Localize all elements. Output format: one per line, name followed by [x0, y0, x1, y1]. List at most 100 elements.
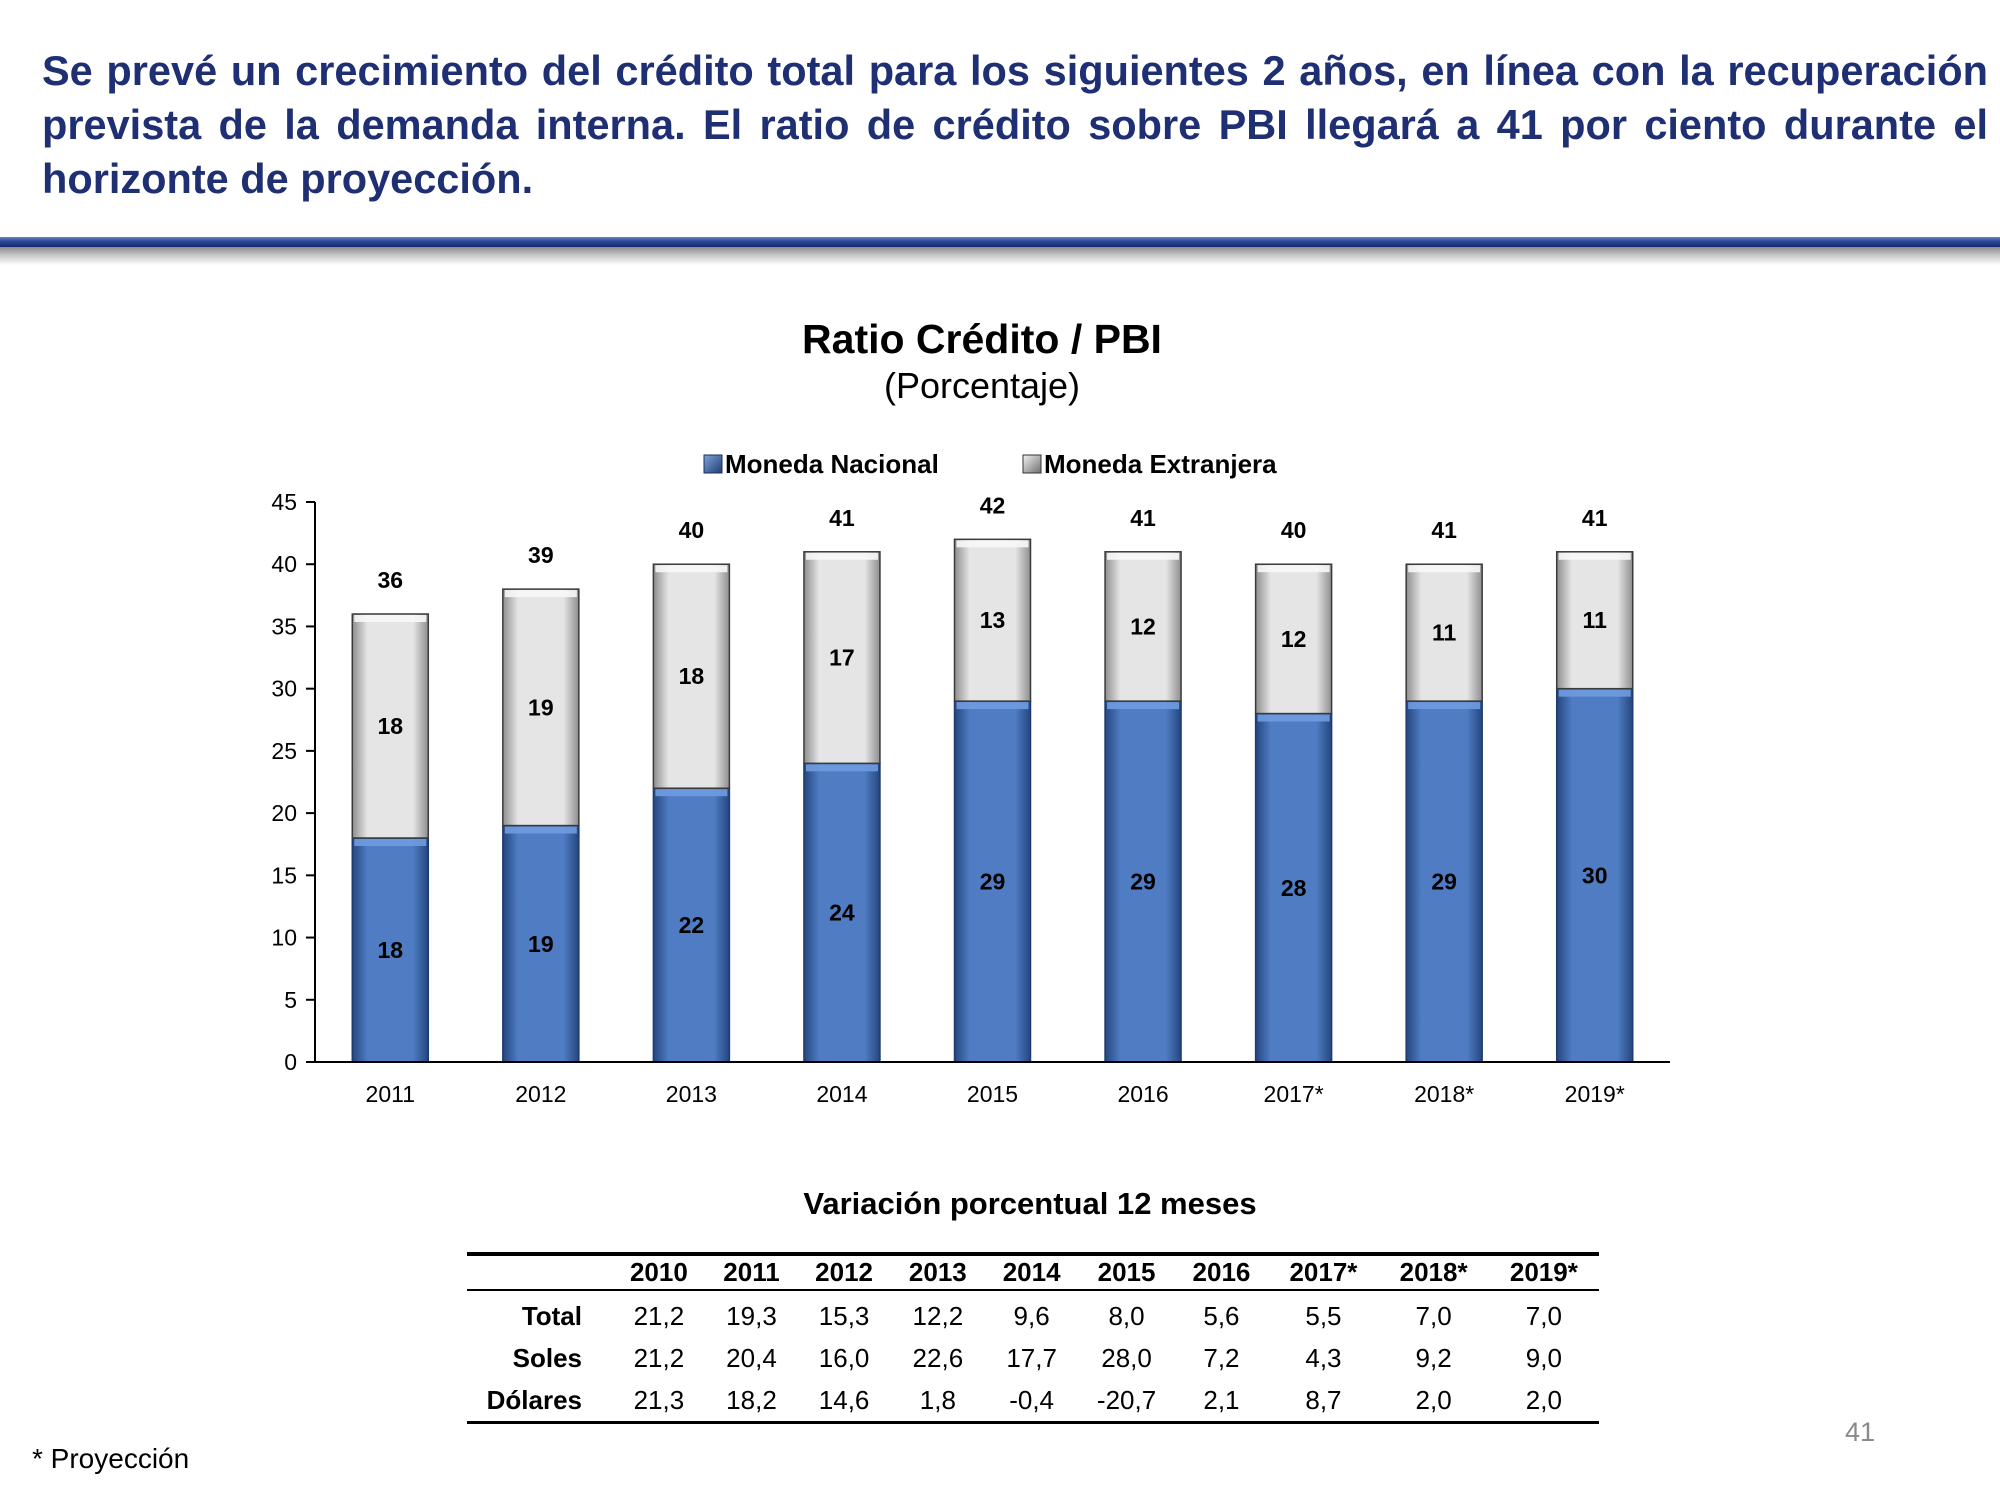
table-cell: 5,6: [1203, 1300, 1240, 1331]
data-label-moneda-nacional: 29: [1130, 869, 1156, 895]
table-column-header: 2011: [705, 1252, 798, 1291]
bar-highlight: [956, 540, 1029, 548]
bar-highlight: [1558, 689, 1631, 697]
bar-moneda-nacional: [502, 824, 580, 1063]
bar-highlight: [1558, 552, 1631, 560]
x-tick-label: 2016: [1117, 1081, 1168, 1107]
bars: 18 18 36 19 19 39 22 18 40 24 17 41 29 13 42 29 12 41 28 12…: [351, 492, 1634, 1063]
table-cell: 19,3: [726, 1300, 777, 1331]
data-label-moneda-extranjera: 18: [679, 663, 705, 689]
table-cell: 15,3: [818, 1300, 870, 1331]
bar-highlight: [956, 702, 1029, 710]
table-cell: 7,2: [1203, 1342, 1240, 1373]
footnote: * Proyección: [32, 1443, 190, 1474]
data-label-total: 41: [1582, 505, 1608, 531]
data-label-moneda-nacional: 29: [1431, 869, 1457, 895]
data-label-moneda-extranjera: 12: [1281, 626, 1307, 652]
data-label-moneda-nacional: 30: [1582, 862, 1608, 888]
table-column-header: 2018*: [1378, 1252, 1489, 1291]
table-column-header: 2017*: [1268, 1252, 1379, 1291]
table-cell: 2,0: [1378, 1379, 1489, 1424]
table-cell: 1,8: [890, 1379, 985, 1424]
slide-headline: Se prevé un crecimiento del crédito tota…: [42, 47, 1988, 202]
table-header-row: 2010 2011 2012 2013 2014 2015 2016 2017*…: [467, 1252, 1599, 1291]
data-label-total: 40: [1281, 517, 1307, 543]
bar-moneda-extranjera: [1405, 563, 1483, 702]
bar-highlight: [655, 565, 728, 573]
table-column-header: 2016: [1174, 1252, 1269, 1291]
bar-moneda-extranjera: [1104, 551, 1182, 702]
data-label-moneda-nacional: 18: [377, 937, 403, 963]
bar-moneda-extranjera: [502, 588, 580, 827]
variation-table: 2010 2011 2012 2013 2014 2015 2016 2017*…: [467, 1252, 1599, 1424]
bar-moneda-extranjera: [1254, 563, 1333, 715]
y-tick-label: 35: [271, 613, 297, 639]
table-cell: -0,4: [984, 1379, 1079, 1424]
y-tick-label: 30: [271, 676, 297, 702]
table-column-header: 2010: [612, 1252, 706, 1291]
data-label-total: 36: [377, 567, 403, 593]
y-tick-label: 45: [271, 489, 297, 515]
table-cell: 21,3: [612, 1379, 706, 1424]
table-column-header: 2013: [890, 1252, 985, 1291]
y-tick-label: 20: [271, 800, 297, 826]
table-corner: [467, 1252, 612, 1291]
table-cell: 9,6: [1013, 1300, 1050, 1331]
data-label-total: 40: [679, 517, 705, 543]
data-label-moneda-extranjera: 13: [980, 607, 1006, 633]
bar-highlight: [504, 590, 577, 598]
table-cell: 22,6: [912, 1342, 964, 1373]
table-column-header: 2019*: [1488, 1252, 1599, 1291]
data-label-total: 42: [980, 492, 1006, 518]
table-row-soles: Soles 21,2 20,4 16,0 22,6 17,7 28,0 7,2 …: [467, 1337, 1599, 1379]
legend-label-moneda-extranjera: Moneda Extranjera: [1044, 449, 1277, 479]
table-row-total: Total 21,2 19,3 15,3 12,2 9,6 8,0 5,6 5,…: [467, 1290, 1599, 1337]
table-cell: 5,5: [1305, 1300, 1342, 1331]
row-label: Dólares: [467, 1379, 612, 1424]
bar-highlight: [805, 552, 878, 560]
bar-highlight: [1257, 565, 1330, 573]
bar-moneda-extranjera: [652, 563, 731, 789]
table-cell: 12,2: [912, 1300, 964, 1331]
data-label-moneda-nacional: 22: [679, 912, 705, 938]
x-tick-label: 2015: [967, 1081, 1018, 1107]
bar-moneda-nacional: [953, 700, 1032, 1063]
legend-label-moneda-nacional: Moneda Nacional: [725, 449, 939, 479]
chart-subtitle: (Porcentaje): [884, 365, 1080, 406]
bar-moneda-extranjera: [1555, 551, 1634, 690]
table-cell: 28,0: [1101, 1342, 1152, 1373]
data-label-moneda-nacional: 24: [829, 900, 855, 926]
data-label-moneda-nacional: 29: [980, 869, 1006, 895]
table-cell: 7,0: [1525, 1300, 1562, 1331]
x-tick-label: 2013: [666, 1081, 717, 1107]
table-cell: -20,7: [1078, 1379, 1175, 1424]
x-axis: 2011 2012 2013 2014 2015 2016 2017* 2018* 2019*: [315, 1061, 1670, 1107]
data-label-moneda-nacional: 28: [1281, 875, 1307, 901]
bar-highlight: [1107, 552, 1180, 560]
table-cell: 2,1: [1174, 1379, 1269, 1424]
x-tick-label: 2012: [515, 1081, 566, 1107]
table-cell: 18,2: [705, 1379, 798, 1424]
table-cell: 2,0: [1488, 1379, 1599, 1424]
chart-title: Ratio Crédito / PBI: [802, 316, 1162, 362]
chart-legend: Moneda Nacional Moneda Extranjera: [703, 449, 1277, 479]
data-label-total: 41: [1130, 505, 1156, 531]
table-title: Variación porcentual 12 meses: [803, 1186, 1257, 1221]
y-tick-label: 0: [284, 1049, 297, 1075]
table-cell: 4,3: [1305, 1342, 1342, 1373]
x-tick-label: 2017*: [1264, 1081, 1324, 1107]
data-label-moneda-extranjera: 18: [377, 713, 403, 739]
row-label: Soles: [512, 1342, 582, 1373]
bar-highlight: [1107, 702, 1180, 710]
legend-swatch-moneda-extranjera: [1022, 454, 1042, 474]
y-tick-label: 15: [271, 862, 297, 888]
table-cell: 16,0: [818, 1342, 870, 1373]
bar-highlight: [354, 839, 427, 846]
bar-highlight: [805, 764, 878, 772]
table-cell: 21,2: [633, 1342, 685, 1373]
table-row-dolares: Dólares 21,3 18,2 14,6 1,8 -0,4 -20,7 2,…: [467, 1379, 1599, 1424]
table-cell: 7,0: [1415, 1300, 1452, 1331]
data-label-moneda-extranjera: 19: [528, 694, 554, 720]
data-label-total: 41: [1431, 517, 1457, 543]
data-label-moneda-extranjera: 12: [1130, 613, 1156, 639]
